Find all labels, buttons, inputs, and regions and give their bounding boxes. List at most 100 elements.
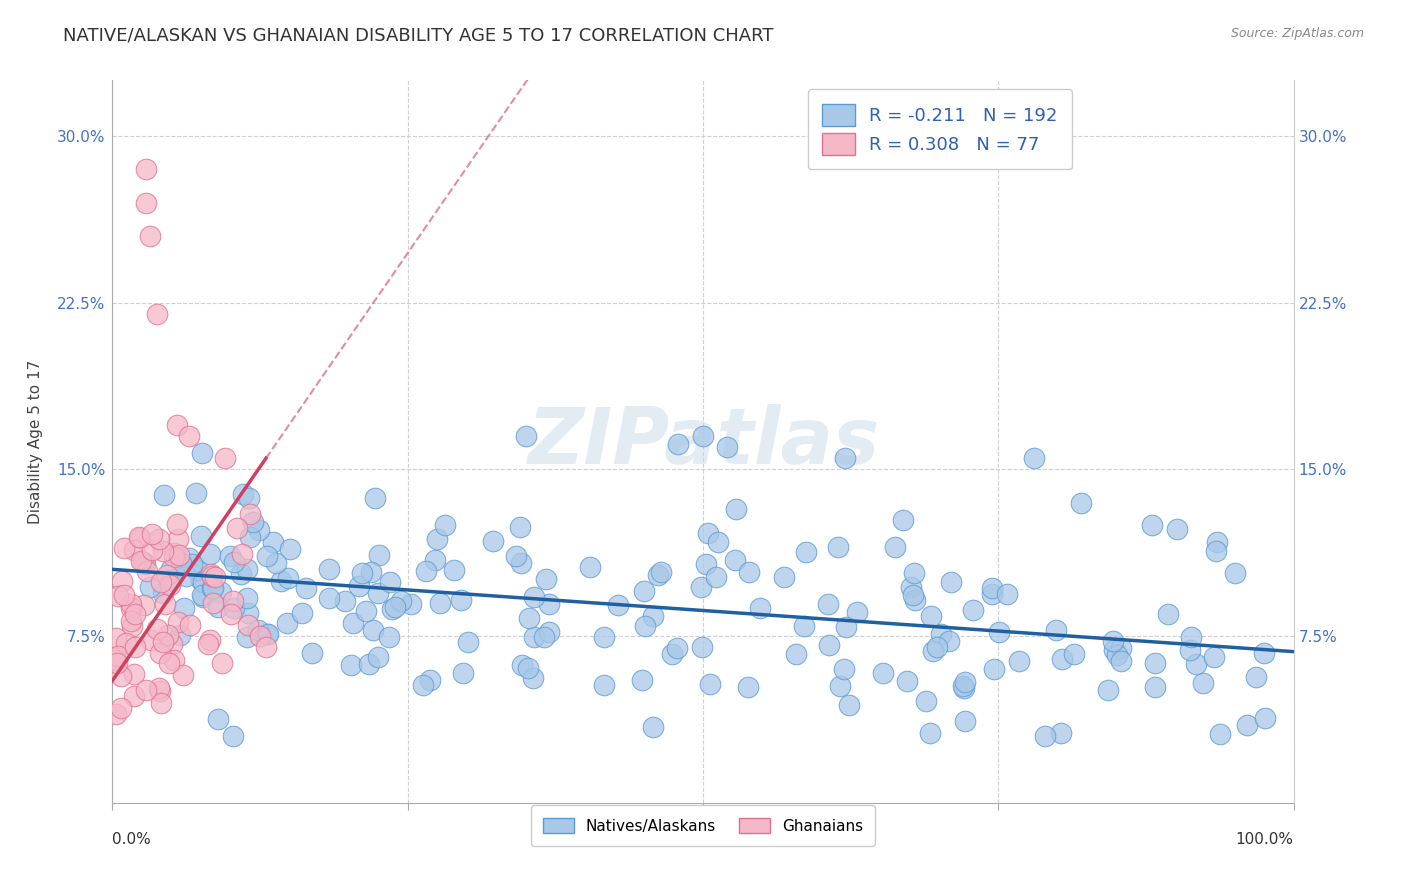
Point (903, 566, 925, 580)
Point (357, 657, 380, 671)
Point (785, 647, 807, 661)
Point (120, 601, 142, 615)
Point (939, 575, 962, 590)
Point (318, 562, 340, 576)
Point (122, 667, 145, 681)
Point (1050, 652, 1073, 666)
Point (429, 596, 451, 610)
Point (294, 581, 316, 595)
Point (207, 712, 229, 726)
Point (256, 627, 278, 641)
Point (139, 632, 162, 647)
Point (190, 573, 212, 587)
Point (354, 604, 377, 618)
Point (634, 619, 657, 633)
Point (120, 614, 142, 628)
Point (920, 609, 942, 624)
Point (772, 570, 794, 584)
Point (1205, 543, 1227, 558)
Point (450, 593, 472, 607)
Point (716, 440, 738, 454)
Point (834, 620, 856, 634)
Point (641, 720, 664, 734)
Point (166, 417, 188, 432)
Point (149, 684, 172, 698)
Point (832, 662, 855, 676)
Point (276, 615, 298, 630)
Point (1166, 522, 1188, 536)
Point (201, 568, 224, 582)
Point (1144, 681, 1167, 695)
Point (534, 572, 557, 586)
Point (247, 523, 270, 537)
Point (257, 627, 280, 641)
Point (105, 652, 128, 666)
Point (179, 618, 201, 632)
Point (110, 701, 132, 715)
Point (650, 565, 672, 579)
Point (510, 658, 533, 673)
Point (509, 520, 531, 534)
Point (1253, 646, 1275, 660)
Point (367, 649, 389, 664)
Point (246, 624, 269, 638)
Point (426, 532, 449, 546)
Point (1225, 566, 1247, 580)
Point (1185, 657, 1208, 672)
Text: 0.0%: 0.0% (112, 831, 152, 847)
Point (135, 682, 157, 697)
Point (1045, 623, 1067, 637)
Point (1246, 670, 1268, 684)
Point (352, 566, 374, 580)
Point (153, 488, 176, 502)
Point (104, 631, 127, 645)
Point (724, 552, 747, 566)
Point (221, 594, 243, 608)
Point (135, 162, 157, 177)
Point (367, 585, 389, 599)
Point (190, 446, 212, 460)
Point (211, 656, 233, 670)
Point (360, 565, 382, 579)
Point (134, 557, 156, 571)
Point (666, 437, 689, 451)
Point (412, 678, 434, 692)
Point (236, 606, 259, 620)
Point (983, 662, 1005, 676)
Point (927, 640, 949, 654)
Point (340, 657, 363, 672)
Point (981, 586, 1004, 600)
Point (146, 622, 169, 636)
Point (952, 681, 974, 696)
Point (160, 637, 183, 651)
Point (204, 570, 226, 584)
Point (201, 582, 224, 596)
Point (690, 640, 713, 655)
Point (121, 618, 143, 632)
Point (891, 513, 914, 527)
Point (537, 597, 560, 611)
Point (172, 667, 194, 681)
Point (186, 563, 208, 577)
Point (163, 549, 186, 564)
Point (107, 649, 129, 664)
Point (519, 611, 541, 625)
Point (129, 554, 152, 568)
Point (817, 638, 839, 652)
Point (139, 580, 162, 594)
Point (166, 517, 188, 532)
Point (482, 533, 505, 548)
Point (593, 678, 616, 692)
Point (938, 634, 960, 648)
Point (696, 525, 718, 540)
Point (190, 529, 212, 543)
Point (124, 640, 146, 654)
Point (186, 486, 208, 500)
Point (153, 597, 176, 611)
Point (631, 673, 654, 687)
Point (641, 608, 664, 623)
Point (198, 632, 221, 647)
Point (135, 564, 157, 578)
Point (198, 547, 221, 561)
Point (384, 599, 406, 614)
